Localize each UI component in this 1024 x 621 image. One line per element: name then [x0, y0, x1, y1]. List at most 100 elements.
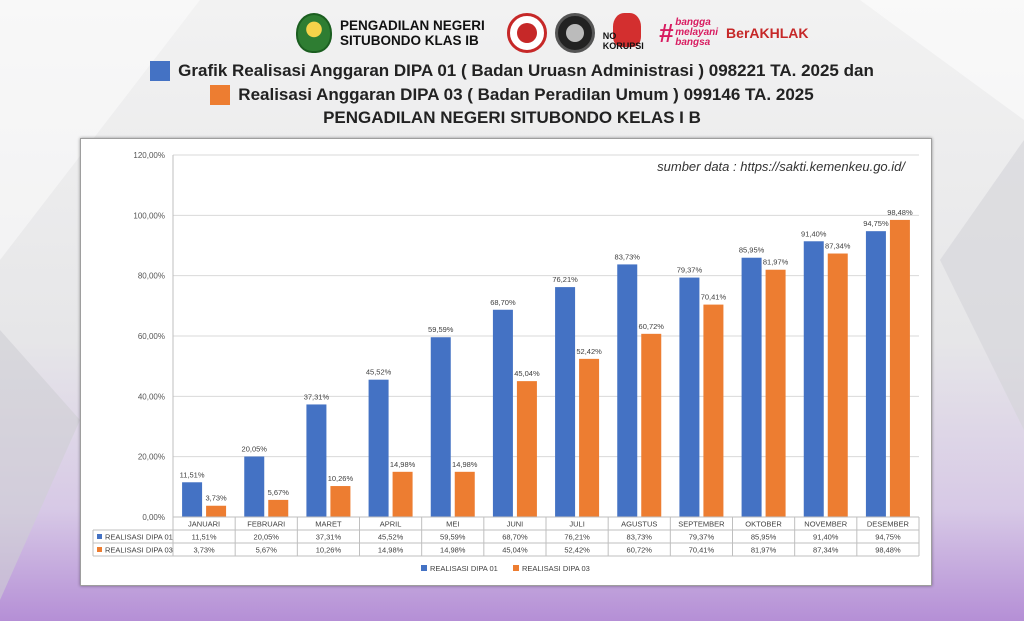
table-cell: 68,70%	[502, 533, 528, 542]
table-cell: 81,97%	[751, 546, 777, 555]
bar-dipa01	[368, 379, 389, 517]
bangga-line-1: bangga	[675, 17, 711, 28]
court-name-line1: PENGADILAN NEGERI	[340, 18, 485, 33]
header-logos: PENGADILAN NEGERI SITUBONDO KLAS IB NO K…	[296, 10, 809, 56]
bar-dipa03	[268, 499, 289, 517]
table-cell: 76,21%	[564, 533, 590, 542]
data-label-dipa01: 83,73%	[615, 252, 641, 261]
table-cell: 60,72%	[627, 546, 653, 555]
x-tick-label: DESEMBER	[867, 520, 910, 529]
bar-dipa03	[392, 471, 413, 517]
bar-chart: 0,00% 20,00% 40,00% 60,00% 80,00% 100,00% 120,…	[92, 151, 920, 573]
court-emblem-icon	[296, 13, 332, 53]
y-tick-label: 100,00%	[133, 211, 165, 220]
table-legend-key	[97, 547, 102, 552]
bar-dipa03	[641, 333, 662, 517]
x-tick-label: APRIL	[380, 520, 402, 529]
bangga-line-3: bangsa	[675, 37, 711, 48]
red-hand-icon	[612, 13, 641, 47]
table-cell: 37,31%	[316, 533, 342, 542]
zi-badge-icon	[554, 13, 595, 53]
dipa01-title-swatch	[150, 61, 171, 81]
data-label-dipa01: 68,70%	[490, 298, 516, 307]
bar-dipa01	[555, 287, 576, 517]
x-tick-label: MARET	[315, 520, 342, 529]
data-label-dipa03: 45,04%	[514, 369, 540, 378]
table-row-header: REALISASI DIPA 03	[105, 546, 173, 555]
y-tick-label: 0,00%	[142, 513, 165, 522]
data-label-dipa01: 85,95%	[739, 246, 765, 255]
y-tick-label: 80,00%	[138, 272, 165, 281]
bar-dipa01	[492, 309, 513, 517]
bar-dipa01	[865, 231, 886, 517]
legend-label: REALISASI DIPA 03	[522, 564, 590, 573]
x-tick-label: AGUSTUS	[621, 520, 657, 529]
legend-key	[421, 565, 427, 571]
bangga-line-2: melayani	[675, 27, 719, 38]
x-tick-label: FEBRUARI	[247, 520, 285, 529]
bar-dipa01	[803, 241, 824, 517]
y-tick-label: 20,00%	[138, 453, 165, 462]
table-cell: 87,34%	[813, 546, 839, 555]
title-line-2: Realisasi Anggaran DIPA 03 ( Badan Perad…	[0, 85, 1024, 105]
bar-dipa03	[579, 358, 600, 517]
table-cell: 14,98%	[440, 546, 466, 555]
data-label-dipa03: 98,48%	[887, 208, 913, 217]
data-label-dipa03: 81,97%	[763, 258, 789, 267]
table-cell: 11,51%	[192, 533, 217, 542]
data-label-dipa03: 52,42%	[576, 347, 602, 356]
bar-dipa01	[182, 482, 203, 517]
data-label-dipa01: 11,51%	[180, 470, 205, 479]
court-name: PENGADILAN NEGERI SITUBONDO KLAS IB	[340, 18, 485, 48]
source-note: sumber data : https://sakti.kemenkeu.go.…	[657, 159, 905, 174]
x-tick-label: OKTOBER	[745, 520, 782, 529]
table-cell: 98,48%	[875, 546, 901, 555]
table-cell: 52,42%	[564, 546, 590, 555]
table-cell: 45,52%	[378, 533, 404, 542]
bar-dipa01	[741, 257, 762, 517]
bar-dipa01	[617, 264, 638, 517]
x-tick-label: SEPTEMBER	[678, 520, 725, 529]
berakhlak-text: BerAKHLAK	[726, 25, 809, 41]
table-cell: 94,75%	[875, 533, 901, 542]
bar-dipa01	[306, 404, 327, 517]
title-line-3: PENGADILAN NEGERI SITUBONDO KELAS I B	[0, 108, 1024, 128]
table-cell: 14,98%	[378, 546, 404, 555]
x-tick-label: JANUARI	[188, 520, 220, 529]
bar-dipa03	[827, 253, 848, 517]
no-korupsi-text: NO KORUPSI	[602, 31, 644, 51]
y-tick-label: 60,00%	[138, 332, 165, 341]
bar-dipa03	[330, 486, 351, 517]
x-tick-label: JULI	[569, 520, 584, 529]
data-label-dipa01: 59,59%	[428, 325, 454, 334]
certified-badge-icon	[506, 13, 547, 53]
data-label-dipa03: 3,73%	[205, 494, 227, 503]
data-label-dipa03: 10,26%	[328, 474, 354, 483]
table-cell: 85,95%	[751, 533, 777, 542]
berakhlak-logo: BerAKHLAK	[726, 26, 808, 40]
x-tick-label: NOVEMBER	[804, 520, 848, 529]
bar-dipa01	[244, 456, 265, 517]
table-cell: 5,67%	[256, 546, 278, 555]
data-label-dipa03: 60,72%	[639, 322, 665, 331]
data-label-dipa01: 91,40%	[801, 229, 827, 238]
table-cell: 83,73%	[627, 533, 653, 542]
bar-dipa03	[516, 381, 537, 517]
table-cell: 59,59%	[440, 533, 466, 542]
bar-dipa03	[454, 471, 475, 517]
table-cell: 45,04%	[502, 546, 528, 555]
y-tick-label: 120,00%	[133, 151, 165, 160]
title-line-1: Grafik Realisasi Anggaran DIPA 01 ( Bada…	[0, 61, 1024, 81]
data-label-dipa03: 14,98%	[390, 460, 416, 469]
no-korupsi-logo: NO KORUPSI	[603, 13, 651, 53]
table-cell: 10,26%	[316, 546, 342, 555]
table-legend-key	[97, 534, 102, 539]
bar-dipa03	[703, 304, 724, 517]
legend-label: REALISASI DIPA 01	[430, 564, 498, 573]
chart-frame: sumber data : https://sakti.kemenkeu.go.…	[80, 138, 932, 586]
data-label-dipa01: 37,31%	[304, 392, 330, 401]
bar-dipa01	[679, 277, 700, 517]
data-label-dipa01: 45,52%	[366, 368, 392, 377]
bar-dipa03	[765, 269, 786, 517]
x-tick-label: JUNI	[507, 520, 524, 529]
